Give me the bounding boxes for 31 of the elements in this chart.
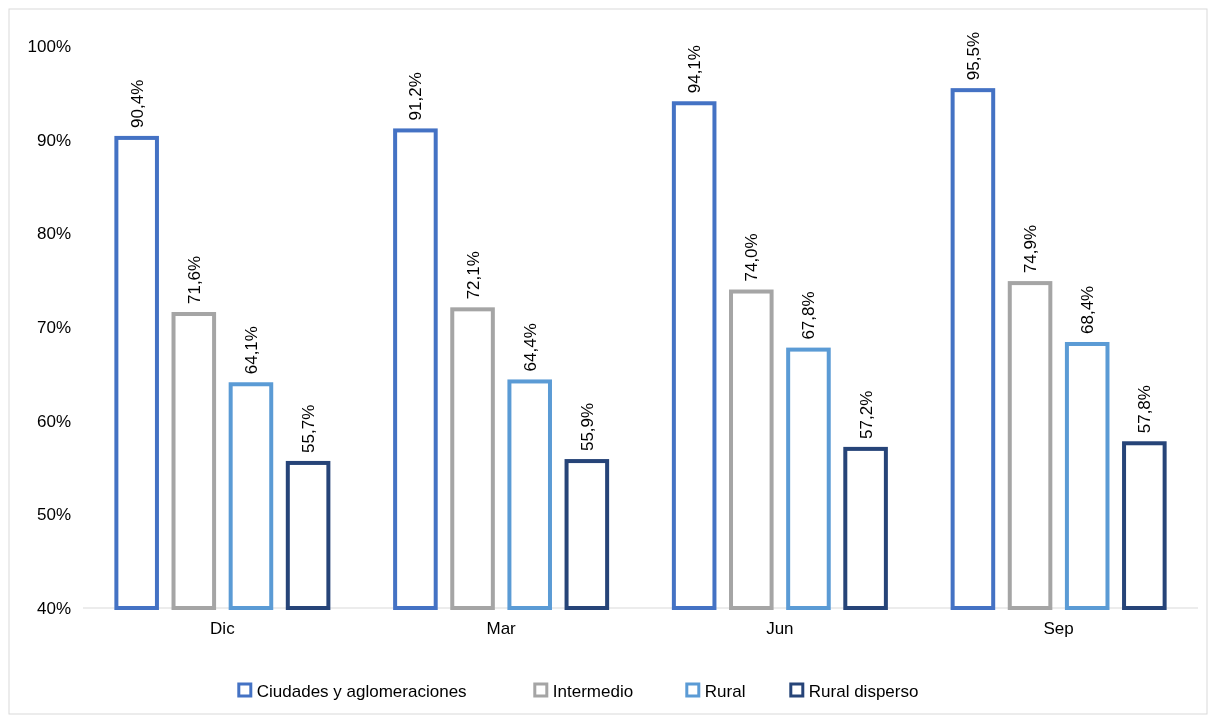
legend-label: Intermedio: [552, 681, 634, 701]
data-label: 90,4%: [127, 79, 147, 128]
legend-label: Rural: [704, 681, 746, 701]
data-label: 67,8%: [799, 291, 819, 340]
y-tick-label: 70%: [36, 317, 71, 337]
data-label: 74,9%: [1021, 224, 1041, 274]
data-label: 55,7%: [299, 404, 319, 453]
data-label: 55,9%: [577, 402, 597, 452]
data-label: 57,2%: [856, 390, 876, 439]
data-label: 94,1%: [685, 45, 705, 94]
y-tick-label: 100%: [27, 36, 71, 56]
data-label: 68,4%: [1078, 285, 1098, 334]
y-tick-label: 40%: [36, 598, 71, 618]
data-label: 95,5%: [963, 31, 983, 81]
x-tick-label: Dic: [210, 619, 236, 638]
y-tick-label: 90%: [36, 130, 71, 150]
data-label: 57,8%: [1135, 385, 1155, 434]
legend-label: Ciudades y aglomeraciones: [256, 681, 467, 701]
x-tick-label: Mar: [486, 619, 517, 638]
y-tick-label: 80%: [36, 224, 71, 244]
y-tick-label: 60%: [36, 411, 71, 431]
legend-label: Rural disperso: [808, 681, 919, 701]
y-tick-label: 50%: [36, 505, 71, 525]
data-label: 91,2%: [406, 72, 426, 121]
data-label: 64,4%: [520, 323, 540, 372]
data-label: 64,1%: [241, 326, 261, 375]
x-tick-label: Sep: [1043, 619, 1074, 638]
data-label: 71,6%: [184, 255, 204, 305]
data-label: 74,0%: [742, 233, 762, 282]
data-label: 72,1%: [463, 251, 483, 300]
x-tick-label: Jun: [766, 619, 794, 638]
